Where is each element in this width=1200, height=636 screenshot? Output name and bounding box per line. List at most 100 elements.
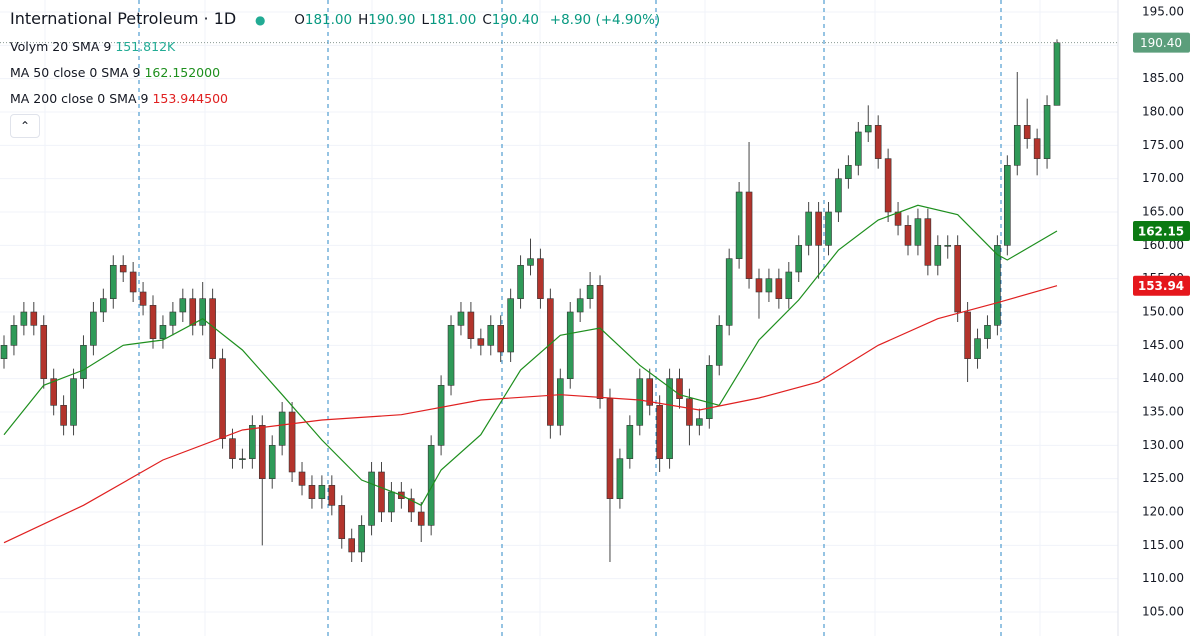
- candle-body: [1053, 42, 1061, 106]
- indicator-name: MA 50 close 0 SMA 9: [10, 65, 141, 80]
- candle-body: [407, 498, 415, 513]
- candle-body: [566, 311, 574, 379]
- candle-body: [70, 378, 77, 426]
- change: +8.90 (+4.90%): [549, 12, 661, 28]
- candle-body: [676, 378, 683, 399]
- candle-body: [348, 538, 355, 553]
- candle-body: [805, 211, 812, 246]
- candle-body: [1004, 165, 1011, 246]
- candle-body: [537, 258, 544, 299]
- ohlc-value: 190.90: [368, 12, 416, 28]
- candle-body: [884, 158, 892, 213]
- y-tick-label: 175.00: [1142, 138, 1184, 152]
- y-tick-label: 105.00: [1142, 605, 1184, 619]
- candle-body: [427, 445, 435, 526]
- candle-body: [318, 485, 326, 499]
- ohlc-key: H: [358, 12, 369, 28]
- symbol-header: International Petroleum · 1D ● O181.00 H1…: [10, 9, 660, 28]
- candle-body: [288, 411, 296, 473]
- candle-body: [60, 405, 67, 426]
- candle-body: [755, 278, 763, 293]
- candle-body: [984, 325, 991, 339]
- candle-body: [815, 211, 822, 246]
- candle-body: [994, 245, 1001, 326]
- candle-body: [924, 218, 932, 266]
- candle-body: [745, 191, 753, 279]
- market-status-dot: ●: [254, 13, 266, 27]
- candle-body: [179, 298, 187, 313]
- candle-body: [507, 298, 514, 353]
- candle-body: [219, 358, 226, 439]
- candle-body: [1033, 138, 1041, 159]
- candle-body: [944, 245, 952, 247]
- ohlc-value: 190.40: [491, 12, 539, 28]
- candle-body: [636, 378, 644, 426]
- y-tick-label: 120.00: [1142, 505, 1184, 519]
- candle-body: [686, 398, 693, 426]
- ohlc-value: 181.00: [304, 12, 353, 28]
- candle-body: [775, 278, 783, 299]
- candle-body: [278, 411, 286, 446]
- candle-body: [706, 365, 713, 419]
- candle-body: [914, 218, 922, 246]
- candle-body: [616, 458, 624, 499]
- candle-body: [497, 325, 504, 353]
- candle-body: [894, 211, 902, 226]
- ohlc-key: C: [482, 12, 492, 28]
- candle-body: [557, 378, 564, 426]
- y-tick-label: 145.00: [1142, 338, 1184, 352]
- candle-body: [308, 485, 316, 499]
- candle-body: [855, 131, 862, 166]
- candle-body: [20, 311, 28, 326]
- candle-body: [50, 378, 57, 406]
- indicator-name: MA 200 close 0 SMA 9: [10, 91, 149, 106]
- y-tick-label: 195.00: [1142, 5, 1184, 19]
- candle-body: [328, 485, 336, 506]
- candle-body: [239, 458, 246, 460]
- ohlc-key: O: [294, 12, 305, 28]
- candle-body: [30, 311, 38, 326]
- candle-body: [139, 291, 147, 306]
- candle-body: [447, 325, 455, 386]
- candle-body: [100, 298, 107, 313]
- candle-body: [845, 165, 852, 179]
- candle-body: [596, 285, 604, 399]
- candle-body: [109, 265, 117, 299]
- candle-body: [874, 125, 882, 159]
- candle-body: [1013, 125, 1021, 166]
- candle-body: [358, 525, 365, 553]
- ohlc-key: L: [421, 12, 430, 28]
- price-tag-label: 162.15: [1138, 225, 1184, 239]
- candle-body: [626, 425, 634, 459]
- candle-body: [249, 425, 256, 459]
- candle-body: [378, 471, 385, 513]
- y-tick-label: 170.00: [1142, 171, 1184, 185]
- candle-body: [1043, 105, 1051, 159]
- candle-body: [229, 438, 236, 459]
- candle-body: [388, 491, 395, 513]
- candle-body: [666, 378, 673, 459]
- candle-body: [477, 338, 485, 346]
- candle-body: [715, 325, 723, 366]
- candle-body: [437, 385, 445, 446]
- y-tick-label: 125.00: [1142, 471, 1184, 485]
- candle-body: [765, 278, 773, 293]
- candle-body: [606, 398, 614, 499]
- candle-body: [825, 211, 832, 246]
- candle-body: [199, 298, 206, 326]
- candle-body: [169, 311, 177, 326]
- volume-legend: Volym 20 SMA 9 151.812K: [10, 39, 175, 54]
- candle-body: [80, 345, 87, 379]
- candle-body: [457, 311, 465, 326]
- y-tick-label: 140.00: [1142, 371, 1184, 385]
- candle-body: [527, 258, 534, 266]
- candle-body: [368, 471, 375, 526]
- collapse-legend-button[interactable]: ⌃: [10, 114, 40, 138]
- candle-body: [338, 505, 346, 539]
- price-tag-label: 190.40: [1140, 36, 1182, 50]
- y-tick-label: 180.00: [1142, 105, 1184, 119]
- candle-body: [725, 258, 733, 326]
- ohlc: O181.00 H190.90 L181.00 C190.40: [288, 12, 539, 28]
- candle-body: [646, 378, 654, 406]
